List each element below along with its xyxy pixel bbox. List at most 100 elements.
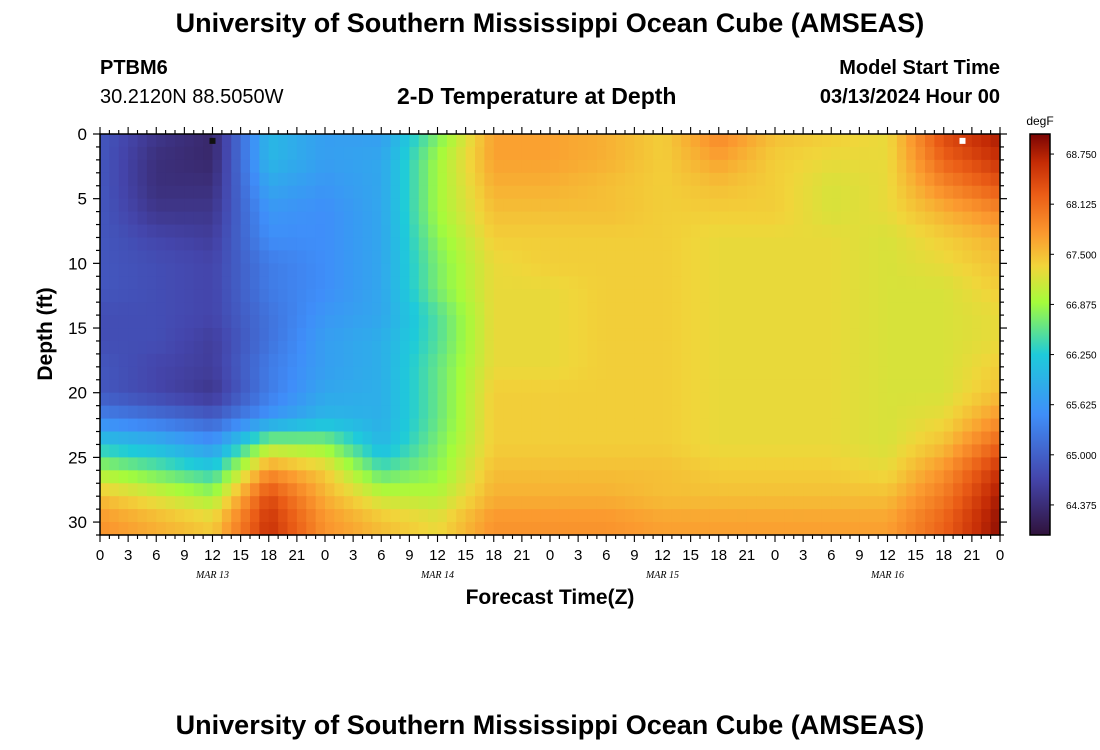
heatmap-cell <box>371 328 382 342</box>
heatmap-cell <box>343 159 354 174</box>
heatmap-cell <box>100 366 110 381</box>
heatmap-cell <box>231 496 242 510</box>
heatmap-cell <box>240 405 251 420</box>
heatmap-cell <box>662 172 673 187</box>
heatmap-cell <box>812 263 823 277</box>
heatmap-cell <box>531 302 542 316</box>
heatmap-cell <box>128 496 139 510</box>
heatmap-cell <box>296 159 307 174</box>
heatmap-cell <box>334 185 345 200</box>
heatmap-cell <box>137 237 148 252</box>
heatmap-cell <box>943 496 954 510</box>
heatmap-cell <box>803 224 814 239</box>
heatmap-cell <box>100 263 110 277</box>
heatmap-cell <box>550 315 560 329</box>
heatmap-cell <box>671 211 682 226</box>
heatmap-cell <box>240 379 251 394</box>
heatmap-cell <box>156 224 167 239</box>
heatmap-cell <box>521 237 532 252</box>
heatmap-cell <box>109 328 120 342</box>
heatmap-cell <box>925 211 935 226</box>
heatmap-cell <box>146 444 157 458</box>
heatmap-cell <box>606 483 617 497</box>
heatmap-cell <box>418 418 429 433</box>
heatmap-cell <box>100 276 110 290</box>
heatmap-cell <box>587 250 598 264</box>
heatmap-cell <box>418 405 429 420</box>
heatmap-cell <box>700 146 710 161</box>
heatmap-cell <box>625 457 635 471</box>
heatmap-cell <box>934 198 945 213</box>
heatmap-cell <box>803 263 814 277</box>
heatmap-cell <box>484 146 495 161</box>
heatmap-cell <box>465 418 476 433</box>
heatmap-cell <box>137 470 148 484</box>
heatmap-cell <box>156 159 167 174</box>
heatmap-cell <box>325 302 335 316</box>
heatmap-cell <box>643 276 654 290</box>
heatmap-cell <box>850 366 860 381</box>
heatmap-cell <box>643 496 654 510</box>
heatmap-cell <box>596 302 607 316</box>
heatmap-cell <box>821 366 832 381</box>
heatmap-cell <box>690 315 701 329</box>
heatmap-cell <box>746 211 757 226</box>
heatmap-cell <box>728 353 739 368</box>
heatmap-cell <box>165 444 176 458</box>
heatmap-cell <box>775 302 785 316</box>
heatmap-cell <box>334 470 345 484</box>
heatmap-cell <box>175 483 185 497</box>
heatmap-cell <box>803 276 814 290</box>
heatmap-cell <box>971 366 982 381</box>
heatmap-cell <box>512 134 523 148</box>
heatmap-cell <box>334 289 345 303</box>
heatmap-cell <box>137 457 148 471</box>
heatmap-cell <box>268 146 279 161</box>
heatmap-cell <box>831 522 842 536</box>
heatmap-cell <box>587 470 598 484</box>
heatmap-cell <box>700 315 710 329</box>
heatmap-cell <box>615 431 626 446</box>
heatmap-cell <box>850 379 860 394</box>
heatmap-cell <box>165 224 176 239</box>
heatmap-cell <box>540 366 551 381</box>
heatmap-cell <box>175 509 185 523</box>
heatmap-cell <box>840 146 851 161</box>
heatmap-cell <box>493 509 504 523</box>
heatmap-cell <box>287 392 298 407</box>
heatmap-cell <box>971 483 982 497</box>
heatmap-cell <box>240 159 251 174</box>
heatmap-cell <box>775 522 785 536</box>
heatmap-cell <box>868 431 879 446</box>
heatmap-cell <box>653 392 664 407</box>
heatmap-cell <box>287 366 298 381</box>
heatmap-cell <box>953 315 964 329</box>
heatmap-cell <box>550 302 560 316</box>
heatmap-cell <box>287 172 298 187</box>
heatmap-cell <box>381 431 392 446</box>
heatmap-cell <box>362 289 373 303</box>
heatmap-cell <box>521 392 532 407</box>
heatmap-cell <box>231 276 242 290</box>
heatmap-cell <box>334 431 345 446</box>
heatmap-cell <box>850 302 860 316</box>
x-tick-label: 12 <box>204 547 221 564</box>
heatmap-cell <box>746 509 757 523</box>
heatmap-cell <box>915 185 926 200</box>
heatmap-cell <box>465 340 476 355</box>
heatmap-cell <box>193 340 204 355</box>
heatmap-cell <box>906 198 917 213</box>
heatmap-cell <box>793 392 804 407</box>
heatmap-cell <box>278 483 289 497</box>
heatmap-cell <box>868 276 879 290</box>
heatmap-cell <box>606 457 617 471</box>
heatmap-cell <box>212 483 223 497</box>
heatmap-cell <box>296 379 307 394</box>
heatmap-cell <box>381 366 392 381</box>
heatmap-cell <box>971 159 982 174</box>
heatmap-cell <box>146 457 157 471</box>
heatmap-cell <box>409 159 420 174</box>
heatmap-cell <box>146 315 157 329</box>
heatmap-cell <box>287 379 298 394</box>
heatmap-cell <box>381 198 392 213</box>
